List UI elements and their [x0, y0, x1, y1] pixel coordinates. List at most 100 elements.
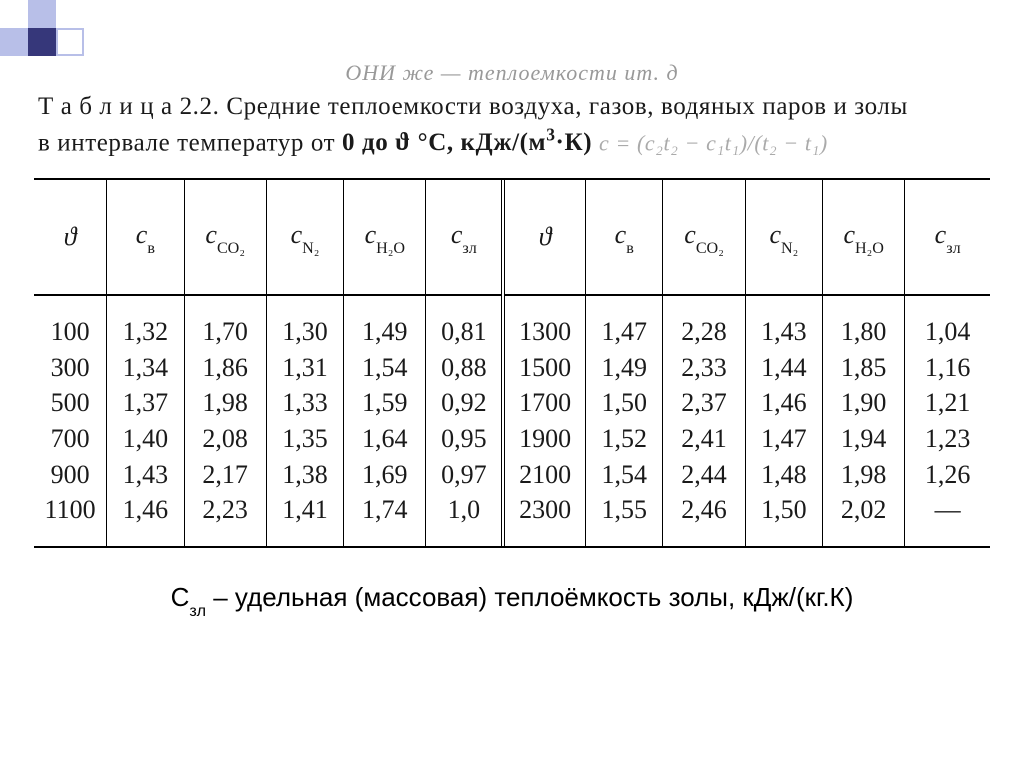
table-cell: 1,52: [586, 421, 663, 457]
table-cell: 1,41: [266, 492, 343, 546]
table-cell: 1,74: [344, 492, 426, 546]
table-cell: 1,0: [426, 492, 503, 546]
table-cell: 0,81: [426, 295, 503, 350]
table-cell: 1,59: [344, 385, 426, 421]
table-cell: 1,23: [905, 421, 990, 457]
table-cell: 1,34: [107, 350, 184, 386]
table-cell: 1,33: [266, 385, 343, 421]
table-cell: 1,31: [266, 350, 343, 386]
table-cell: 1,70: [184, 295, 266, 350]
table-cell: 0,95: [426, 421, 503, 457]
table-cell: 1,43: [745, 295, 822, 350]
table-row: 11001,462,231,411,741,023001,552,461,502…: [34, 492, 990, 546]
caption-number: 2.2.: [180, 93, 220, 120]
col-czl: cзл: [426, 180, 503, 295]
table-cell: 0,97: [426, 457, 503, 493]
col-cn2: cN₂: [266, 180, 343, 295]
table-cell: 2100: [503, 457, 585, 493]
table-cell: 1,69: [344, 457, 426, 493]
table-cell: 0,92: [426, 385, 503, 421]
table-cell: 100: [34, 295, 107, 350]
heat-capacity-table: ϑ cв cCO₂ cN₂ cH₂O cзл ϑ cв cCO₂ cN₂ cH₂…: [34, 180, 990, 546]
col-czl-2: cзл: [905, 180, 990, 295]
table-cell: 1,98: [184, 385, 266, 421]
table-cell: 1,49: [586, 350, 663, 386]
table-cell: 1,46: [107, 492, 184, 546]
table-cell: 1,55: [586, 492, 663, 546]
col-cv-2: cв: [586, 180, 663, 295]
table-cell: 1,64: [344, 421, 426, 457]
footnote: Сзл – удельная (массовая) теплоёмкость з…: [30, 582, 994, 617]
table-cell: 1,54: [344, 350, 426, 386]
caption-text-2c: ·К): [556, 129, 593, 156]
table-cell: 2,23: [184, 492, 266, 546]
footnote-text: – удельная (массовая) теплоёмкость золы,…: [206, 582, 853, 612]
col-cn2-2: cN₂: [745, 180, 822, 295]
table-cell: 1,38: [266, 457, 343, 493]
table-cell: 2,44: [663, 457, 745, 493]
col-ch2o-2: cH₂O: [823, 180, 905, 295]
table-header-row: ϑ cв cCO₂ cN₂ cH₂O cзл ϑ cв cCO₂ cN₂ cH₂…: [34, 180, 990, 295]
table-cell: 2,33: [663, 350, 745, 386]
table-cell: 2,08: [184, 421, 266, 457]
table-cell: 2,46: [663, 492, 745, 546]
col-ch2o: cH₂O: [344, 180, 426, 295]
table-cell: 1,43: [107, 457, 184, 493]
table-cell: 1,48: [745, 457, 822, 493]
table-cell: 0,88: [426, 350, 503, 386]
table-cell: 300: [34, 350, 107, 386]
caption-label: Т а б л и ц а: [38, 93, 173, 120]
table-cell: 1,44: [745, 350, 822, 386]
table-row: 5001,371,981,331,590,9217001,502,371,461…: [34, 385, 990, 421]
document-page: ОНИ же — теплоемкости ит. д Т а б л и ц …: [30, 60, 994, 617]
table-cell: 1,16: [905, 350, 990, 386]
footnote-symbol-sub: зл: [189, 602, 206, 620]
table-cell: 1,86: [184, 350, 266, 386]
table-row: 1001,321,701,301,490,8113001,472,281,431…: [34, 295, 990, 350]
table-cell: 500: [34, 385, 107, 421]
table-cell: 2,41: [663, 421, 745, 457]
table-cell: 1,80: [823, 295, 905, 350]
table-cell: 1,90: [823, 385, 905, 421]
table-cell: 1100: [34, 492, 107, 546]
table-cell: 1700: [503, 385, 585, 421]
col-cco2-2: cCO₂: [663, 180, 745, 295]
col-cv: cв: [107, 180, 184, 295]
table-cell: 1,30: [266, 295, 343, 350]
table-cell: 2,17: [184, 457, 266, 493]
table-row: 9001,432,171,381,690,9721001,542,441,481…: [34, 457, 990, 493]
table-cell: 1,37: [107, 385, 184, 421]
table-cell: 1,50: [745, 492, 822, 546]
table-cell: 1,47: [745, 421, 822, 457]
table-cell: 2300: [503, 492, 585, 546]
table-cell: 1,47: [586, 295, 663, 350]
table-cell: —: [905, 492, 990, 546]
caption-text-2b: 0 до ϑ °С, кДж/(м: [342, 129, 546, 156]
col-theta: ϑ: [34, 180, 107, 295]
handwritten-annotation-top: ОНИ же — теплоемкости ит. д: [30, 60, 994, 86]
handwritten-formula: c = (c₂t₂ − c₁t₁)/(t₂ − t₁): [599, 130, 828, 155]
data-table-frame: ϑ cв cCO₂ cN₂ cH₂O cзл ϑ cв cCO₂ cN₂ cH₂…: [34, 178, 990, 548]
table-cell: 2,37: [663, 385, 745, 421]
table-cell: 1,50: [586, 385, 663, 421]
table-cell: 1,54: [586, 457, 663, 493]
table-cell: 1,94: [823, 421, 905, 457]
table-cell: 1,26: [905, 457, 990, 493]
table-row: 3001,341,861,311,540,8815001,492,331,441…: [34, 350, 990, 386]
table-cell: 1,49: [344, 295, 426, 350]
table-cell: 1300: [503, 295, 585, 350]
caption-text-1: Средние теплоемкости воздуха, газов, вод…: [226, 93, 908, 120]
footnote-symbol: С: [171, 582, 190, 612]
corner-decoration: [0, 0, 84, 56]
table-cell: 2,28: [663, 295, 745, 350]
table-cell: 1900: [503, 421, 585, 457]
table-cell: 1,32: [107, 295, 184, 350]
table-cell: 2,02: [823, 492, 905, 546]
table-cell: 1,21: [905, 385, 990, 421]
col-cco2: cCO₂: [184, 180, 266, 295]
col-theta-2: ϑ: [503, 180, 585, 295]
table-cell: 1,85: [823, 350, 905, 386]
table-cell: 1,98: [823, 457, 905, 493]
table-cell: 900: [34, 457, 107, 493]
table-caption: Т а б л и ц а 2.2. Средние теплоемкости …: [38, 90, 986, 160]
